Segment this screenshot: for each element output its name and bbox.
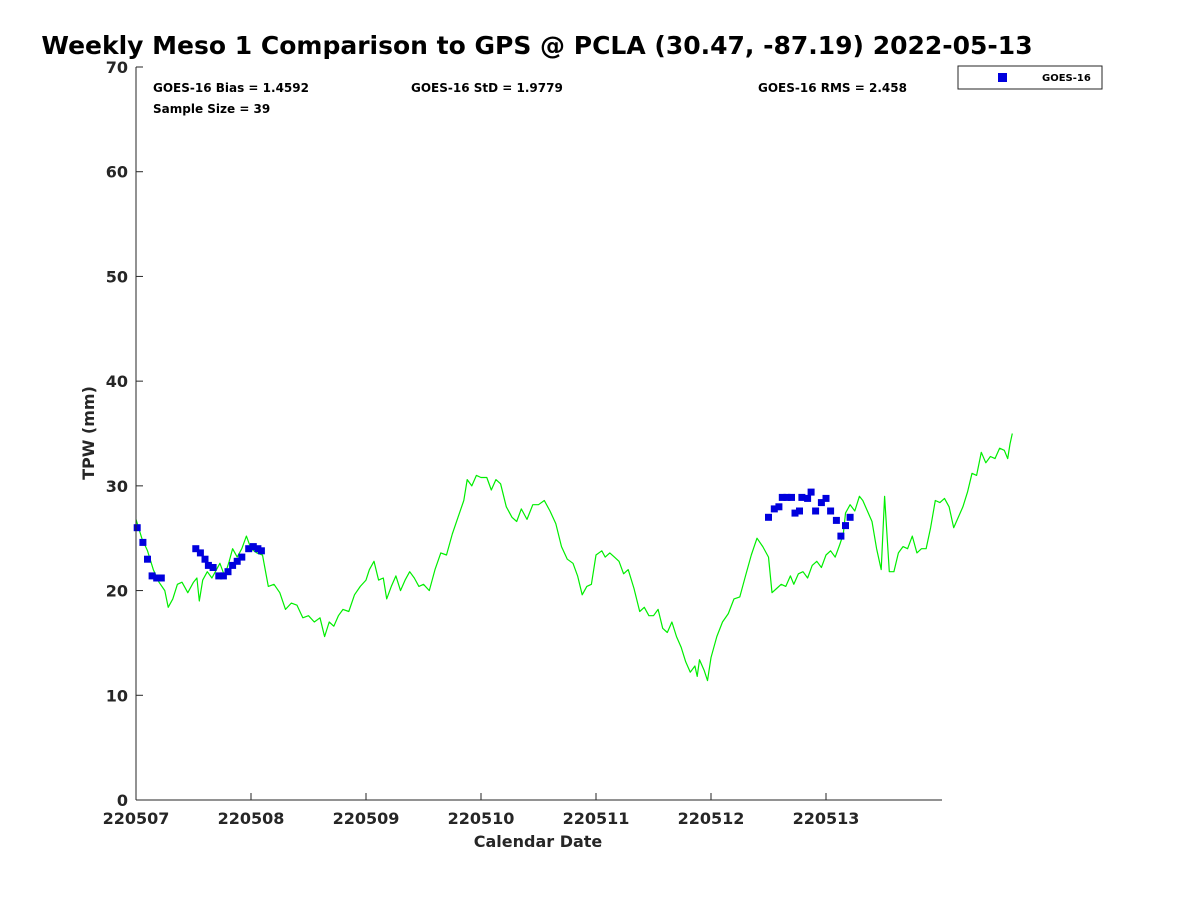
goes-16-point	[233, 557, 241, 565]
goes-16-point	[832, 516, 840, 524]
goes-16-point	[770, 505, 778, 513]
y-tick-label: 60	[106, 163, 128, 182]
goes-16-point	[201, 555, 209, 563]
y-axis-ticks: 0 10 20 30 40 50 60 70	[106, 58, 143, 810]
x-axis-label: Calendar Date	[474, 832, 603, 851]
legend: GOES-16	[957, 65, 1103, 90]
gps-series	[135, 433, 1013, 682]
rms-stat: GOES-16 RMS = 2.458	[758, 81, 907, 95]
goes-16-point	[788, 493, 795, 501]
goes-16-point	[765, 513, 772, 521]
plot-area	[136, 67, 942, 800]
y-tick-label: 0	[117, 791, 128, 810]
y-tick-label: 50	[106, 267, 128, 286]
goes-16-point	[229, 561, 237, 569]
goes-16-point	[148, 572, 156, 580]
goes-16-point	[153, 574, 161, 582]
goes-16-point	[249, 543, 257, 551]
goes-16-point	[778, 493, 786, 501]
x-tick-label: 220507	[103, 809, 170, 828]
goes-16-point	[192, 545, 200, 553]
goes-16-point	[133, 524, 141, 532]
x-axis-ticks: 220507 220508 220509 220510 220511 220512 2205…	[103, 793, 860, 828]
x-tick-label: 220513	[793, 809, 860, 828]
goes-16-point	[822, 494, 830, 502]
goes-16-point	[257, 547, 265, 555]
goes-16-point	[827, 507, 835, 515]
goes-16-point	[807, 488, 815, 496]
goes-16-point	[215, 572, 223, 580]
goes-16-point	[144, 555, 151, 563]
goes-16-point	[796, 507, 803, 515]
x-tick-label: 220508	[218, 809, 285, 828]
goes-16-point	[791, 509, 799, 517]
goes-16-point	[139, 538, 147, 546]
y-tick-label: 20	[106, 582, 128, 601]
gps-line	[135, 433, 1013, 682]
std-stat: GOES-16 StD = 1.9779	[411, 81, 563, 95]
goes-16-point	[238, 553, 246, 561]
goes-16-point	[837, 532, 845, 540]
goes-16-point	[775, 503, 783, 511]
goes-16-point	[196, 549, 204, 557]
goes-16-point	[804, 494, 812, 502]
sample-size-stat: Sample Size = 39	[153, 102, 270, 116]
goes-16-point	[798, 493, 806, 501]
goes-16-point	[817, 499, 825, 507]
y-tick-label: 70	[106, 58, 128, 77]
x-tick-label: 220509	[333, 809, 400, 828]
goes-16-point	[245, 545, 253, 553]
legend-box	[957, 65, 1103, 90]
goes-16-point	[204, 561, 212, 569]
goes-16-point	[846, 513, 854, 521]
y-tick-label: 10	[106, 686, 128, 705]
goes-16-point	[842, 522, 849, 530]
bias-stat: GOES-16 Bias = 1.4592	[153, 81, 309, 95]
x-tick-label: 220512	[678, 809, 745, 828]
goes-16-point	[812, 507, 820, 515]
y-tick-label: 30	[106, 477, 128, 496]
legend-label-goes-16: GOES-16	[1042, 73, 1091, 84]
x-tick-label: 220510	[448, 809, 515, 828]
goes-16-point	[224, 568, 232, 576]
chart-title: Weekly Meso 1 Comparison to GPS @ PCLA (…	[41, 31, 1032, 60]
legend-square-marker	[998, 73, 1007, 82]
y-axis-label: TPW (mm)	[79, 386, 98, 480]
goes-16-point	[783, 493, 791, 501]
x-tick-label: 220511	[563, 809, 630, 828]
goes-16-point	[157, 574, 165, 582]
goes-16-point	[209, 564, 217, 571]
y-tick-label: 40	[106, 372, 128, 391]
goes-16-series	[133, 488, 854, 582]
goes-16-point	[219, 572, 227, 580]
